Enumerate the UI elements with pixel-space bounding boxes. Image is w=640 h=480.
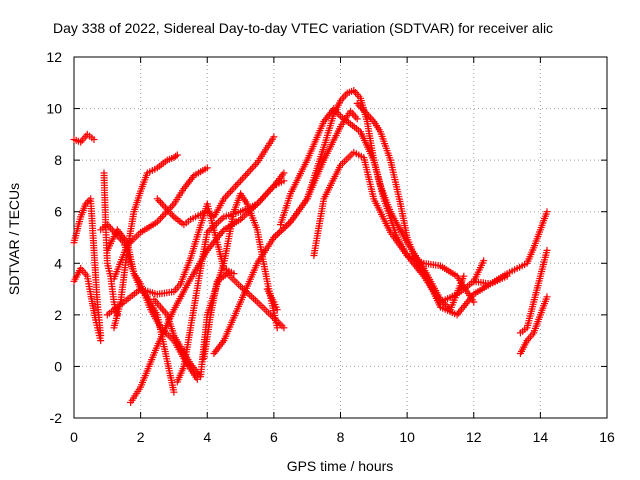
series-arc-13 xyxy=(173,169,288,386)
series-arc-12 xyxy=(153,133,278,229)
series-arc-17 xyxy=(270,87,468,314)
y-tick-label: 4 xyxy=(54,255,62,271)
series-markers xyxy=(270,87,468,314)
x-tick-label: 0 xyxy=(70,429,78,445)
x-tick-label: 10 xyxy=(399,429,415,445)
series-arc-23 xyxy=(516,293,551,357)
series-arc-20 xyxy=(353,99,511,319)
series-arc-15 xyxy=(210,107,361,357)
series-arc-22 xyxy=(516,246,551,337)
x-tick-label: 14 xyxy=(533,429,549,445)
data-series xyxy=(70,87,551,406)
series-markers xyxy=(110,164,211,283)
series-markers xyxy=(70,130,98,146)
x-tick-label: 6 xyxy=(270,429,278,445)
series-markers xyxy=(70,264,105,345)
series-markers xyxy=(516,293,551,357)
series-markers xyxy=(70,195,105,339)
grid-lines xyxy=(74,57,607,418)
series-arc-11 xyxy=(110,164,211,283)
y-tick-label: -2 xyxy=(50,410,63,426)
axis-ticks: 0 2 4 6 8 10 12 14 16 -2 0 2 4 6 8 10 12 xyxy=(46,49,615,445)
series-markers xyxy=(516,246,551,337)
y-axis-label: SDTVAR / TECUs xyxy=(6,183,22,295)
x-tick-label: 8 xyxy=(337,429,345,445)
y-tick-label: 2 xyxy=(54,307,62,323)
series-markers xyxy=(200,270,288,363)
x-axis-label: GPS time / hours xyxy=(287,458,394,474)
series-markers xyxy=(263,285,281,314)
chart-title: Day 338 of 2022, Sidereal Day-to-day VTE… xyxy=(53,20,553,36)
series-markers xyxy=(173,169,288,386)
series-arc-16 xyxy=(263,285,281,314)
x-tick-label: 16 xyxy=(599,429,615,445)
series-arc-2 xyxy=(70,195,105,339)
x-tick-label: 12 xyxy=(466,429,482,445)
series-markers xyxy=(470,208,551,288)
x-tick-label: 4 xyxy=(203,429,211,445)
series-markers xyxy=(153,133,278,229)
y-tick-label: 12 xyxy=(46,49,62,65)
y-tick-label: 8 xyxy=(54,152,62,168)
y-tick-label: 0 xyxy=(54,358,62,374)
series-arc-3 xyxy=(70,264,105,345)
series-arc-1 xyxy=(70,130,98,146)
series-markers xyxy=(353,99,511,319)
series-markers xyxy=(210,107,361,357)
y-tick-label: 6 xyxy=(54,204,62,220)
x-tick-label: 2 xyxy=(137,429,145,445)
series-arc-21 xyxy=(470,208,551,288)
series-arc-14 xyxy=(200,270,288,363)
y-tick-label: 10 xyxy=(46,101,62,117)
